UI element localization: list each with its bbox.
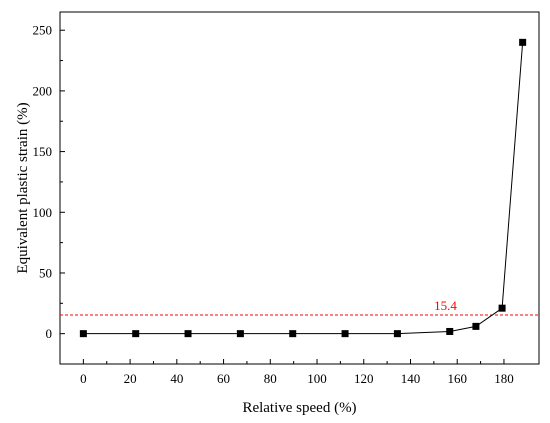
plot-frame (59, 11, 540, 365)
y-axis-title: Equivalent plastic strain (%) (15, 102, 31, 273)
x-tick-label: 160 (447, 371, 467, 386)
x-tick-label: 100 (307, 371, 327, 386)
reference-line-layer: 15.4 (60, 298, 539, 316)
data-point-marker (446, 327, 454, 335)
data-point-marker (236, 330, 244, 338)
data-point-marker (472, 322, 480, 330)
x-tick-label: 140 (401, 371, 421, 386)
data-point-marker (393, 330, 401, 338)
data-point-marker (498, 304, 506, 312)
ticks-layer: 0 20 40 60 80 100 120 140 160 180 0 50 100 150 200 250 (33, 23, 514, 386)
x-tick-label: 80 (264, 371, 277, 386)
data-point-marker (519, 38, 527, 46)
y-tick-label: 0 (46, 326, 53, 341)
y-tick-label: 50 (39, 265, 52, 280)
data-point-marker (184, 330, 192, 338)
x-axis-title: Relative speed (%) (242, 400, 356, 416)
data-point-marker (132, 330, 140, 338)
y-tick-label: 150 (33, 144, 53, 159)
x-tick-label: 60 (217, 371, 230, 386)
x-tick-label: 180 (494, 371, 514, 386)
y-tick-label: 250 (33, 23, 53, 38)
x-tick-label: 20 (124, 371, 137, 386)
data-point-marker (341, 330, 349, 338)
series-layer (79, 38, 527, 338)
x-tick-label: 120 (354, 371, 374, 386)
x-tick-label: 40 (170, 371, 183, 386)
series-line (83, 42, 524, 335)
data-point-marker (289, 330, 297, 338)
data-point-marker (79, 330, 87, 338)
y-tick-label: 200 (33, 83, 53, 98)
reference-line-label: 15.4 (434, 298, 457, 313)
x-tick-label: 0 (80, 371, 87, 386)
y-tick-label: 100 (33, 205, 53, 220)
